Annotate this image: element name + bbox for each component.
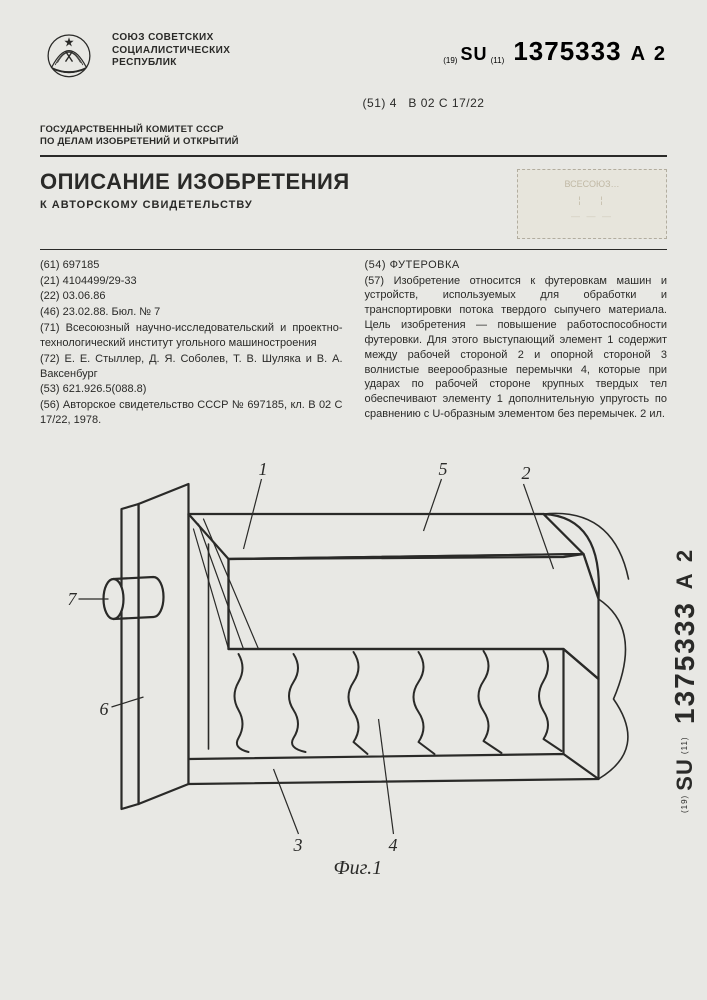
side-number: 1375333 — [669, 593, 700, 732]
patent-code: (19) SU (11) 1375333 A 2 — [443, 28, 667, 67]
callout-3: 3 — [293, 835, 303, 855]
field-22: (22) 03.06.86 — [40, 289, 343, 304]
patent-page: СОЮЗ СОВЕТСКИХ СОЦИАЛИСТИЧЕСКИХ РЕСПУБЛИ… — [0, 0, 707, 1000]
biblio-left-column: (61) 697185 (21) 4104499/29-33 (22) 03.0… — [40, 258, 343, 429]
biblio-right-column: (54) ФУТЕРОВКА (57) Изобретение относитс… — [365, 258, 668, 429]
stamp-text: ВСЕСОЮЗ… — [564, 179, 619, 189]
union-line: СОЮЗ СОВЕТСКИХ — [112, 32, 429, 45]
field-21: (21) 4104499/29-33 — [40, 274, 343, 289]
bibliographic-data: (61) 697185 (21) 4104499/29-33 (22) 03.0… — [40, 258, 667, 429]
title-block: ОПИСАНИЕ ИЗОБРЕТЕНИЯ К АВТОРСКОМУ СВИДЕТ… — [40, 169, 667, 239]
code-prefix: (19) — [443, 56, 457, 65]
field-71: (71) Всесоюзный научно-исследовательский… — [40, 321, 343, 351]
patent-number: 1375333 — [507, 36, 627, 66]
callout-4: 4 — [389, 835, 398, 855]
ussr-emblem-icon — [40, 28, 98, 86]
document-title: ОПИСАНИЕ ИЗОБРЕТЕНИЯ — [40, 169, 350, 195]
abstract-body: (57) Изобретение относится к футеровкам … — [365, 274, 668, 422]
code-mid: (11) — [491, 56, 505, 65]
union-line: СОЦИАЛИСТИЧЕСКИХ — [112, 45, 429, 58]
side-patent-code: (19) SU (11) 1375333 A 2 — [669, 420, 701, 940]
header-row: СОЮЗ СОВЕТСКИХ СОЦИАЛИСТИЧЕСКИХ РЕСПУБЛИ… — [40, 28, 667, 86]
callout-5: 5 — [439, 459, 448, 479]
divider — [40, 249, 667, 250]
field-72: (72) Е. Е. Стыллер, Д. Я. Соболев, Т. В.… — [40, 352, 343, 382]
document-subtitle: К АВТОРСКОМУ СВИДЕТЕЛЬСТВУ — [40, 199, 350, 211]
side-small2: (11) — [680, 737, 689, 755]
side-kind: A 2 — [672, 547, 697, 589]
library-stamp: ВСЕСОЮЗ… ¦ ¦ — — — — [517, 169, 667, 239]
field-56: (56) Авторское свидетельство СССР № 6971… — [40, 398, 343, 428]
callout-1: 1 — [259, 459, 268, 479]
field-46: (46) 23.02.88. Бюл. № 7 — [40, 305, 343, 320]
committee-line: ПО ДЕЛАМ ИЗОБРЕТЕНИЙ И ОТКРЫТИЙ — [40, 136, 667, 148]
kind-code: A 2 — [631, 43, 667, 65]
ipc-classification: (51) 4 B 02 C 17/22 — [40, 96, 667, 110]
union-line: РЕСПУБЛИК — [112, 57, 429, 70]
field-53: (53) 621.926.5(088.8) — [40, 382, 343, 397]
title-text: ОПИСАНИЕ ИЗОБРЕТЕНИЯ К АВТОРСКОМУ СВИДЕТ… — [40, 169, 350, 211]
figure-1: 1 5 2 3 4 6 7 Фиг.1 — [40, 449, 667, 879]
side-small1: (19) — [680, 795, 689, 813]
callout-7: 7 — [68, 589, 78, 609]
side-su: SU — [672, 758, 697, 791]
callout-6: 6 — [100, 699, 109, 719]
committee-line: ГОСУДАРСТВЕННЫЙ КОМИТЕТ СССР — [40, 124, 667, 136]
callout-2: 2 — [522, 463, 531, 483]
figure-svg: 1 5 2 3 4 6 7 Фиг.1 — [40, 449, 667, 879]
abstract-title: (54) ФУТЕРОВКА — [365, 258, 668, 273]
union-name: СОЮЗ СОВЕТСКИХ СОЦИАЛИСТИЧЕСКИХ РЕСПУБЛИ… — [112, 28, 429, 70]
field-61: (61) 697185 — [40, 258, 343, 273]
divider — [40, 155, 667, 157]
country-code: SU — [461, 44, 488, 64]
figure-caption: Фиг.1 — [334, 857, 383, 879]
ipc-prefix: (51) 4 — [363, 96, 397, 110]
ipc-code: B 02 C 17/22 — [408, 96, 484, 110]
committee-name: ГОСУДАРСТВЕННЫЙ КОМИТЕТ СССР ПО ДЕЛАМ ИЗ… — [40, 124, 667, 149]
